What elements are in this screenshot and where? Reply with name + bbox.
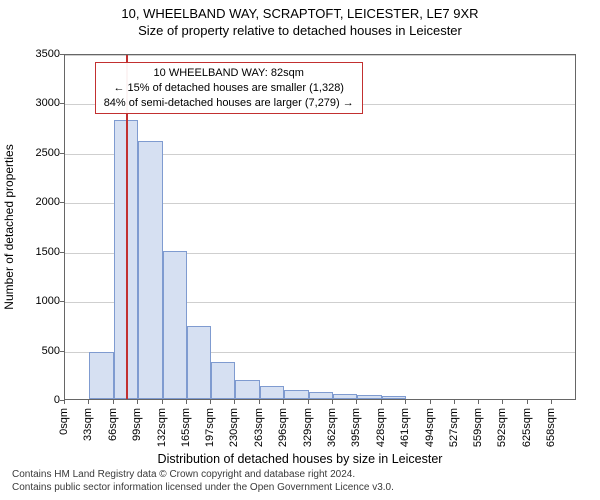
x-tick-label: 263sqm	[253, 408, 265, 447]
histogram-bar	[138, 141, 162, 399]
histogram-bar	[235, 380, 259, 399]
attribution-line-2: Contains public sector information licen…	[12, 481, 394, 494]
histogram-bar	[333, 394, 357, 399]
y-axis-label: Number of detached properties	[2, 144, 16, 309]
x-tick-label: 494sqm	[424, 408, 436, 447]
histogram-bar	[260, 386, 284, 399]
y-tick-label: 1500	[10, 246, 60, 258]
info-line-1: 10 WHEELBAND WAY: 82sqm	[104, 66, 354, 81]
x-tick-label: 33sqm	[82, 408, 94, 441]
x-tick-label: 527sqm	[448, 408, 460, 447]
x-tick-label: 395sqm	[350, 408, 362, 447]
y-tick-label: 500	[10, 345, 60, 357]
y-tick-label: 2500	[10, 147, 60, 159]
x-tick-label: 132sqm	[156, 408, 168, 447]
x-axis-label: Distribution of detached houses by size …	[0, 452, 600, 466]
attribution-line-1: Contains HM Land Registry data © Crown c…	[12, 468, 394, 481]
x-tick-label: 559sqm	[472, 408, 484, 447]
x-tick-label: 362sqm	[326, 408, 338, 447]
chart-container: 10, WHEELBAND WAY, SCRAPTOFT, LEICESTER,…	[0, 0, 600, 500]
attribution: Contains HM Land Registry data © Crown c…	[12, 468, 394, 494]
x-tick-label: 66sqm	[107, 408, 119, 441]
histogram-bar	[187, 326, 211, 399]
x-tick-label: 461sqm	[399, 408, 411, 447]
plot-area: 10 WHEELBAND WAY: 82sqm ← 15% of detache…	[64, 54, 576, 400]
x-tick-label: 0sqm	[58, 408, 70, 435]
info-box: 10 WHEELBAND WAY: 82sqm ← 15% of detache…	[95, 62, 363, 115]
x-tick-label: 165sqm	[180, 408, 192, 447]
x-tick-label: 230sqm	[228, 408, 240, 447]
histogram-bar	[163, 251, 187, 399]
info-line-2: ← 15% of detached houses are smaller (1,…	[104, 81, 354, 96]
x-tick-label: 296sqm	[277, 408, 289, 447]
title-address: 10, WHEELBAND WAY, SCRAPTOFT, LEICESTER,…	[0, 0, 600, 21]
histogram-bar	[211, 362, 235, 399]
y-tick-label: 1000	[10, 295, 60, 307]
histogram-bar	[309, 392, 333, 399]
x-tick-label: 329sqm	[302, 408, 314, 447]
title-subtitle: Size of property relative to detached ho…	[0, 21, 600, 38]
y-tick-label: 3500	[10, 48, 60, 60]
x-tick-label: 197sqm	[204, 408, 216, 447]
histogram-bar	[357, 395, 381, 399]
x-tick-label: 658sqm	[545, 408, 557, 447]
x-tick-label: 592sqm	[496, 408, 508, 447]
y-tick-label: 3000	[10, 97, 60, 109]
histogram-bar	[89, 352, 113, 399]
histogram-bar	[284, 390, 308, 399]
x-tick-label: 625sqm	[521, 408, 533, 447]
y-tick-label: 2000	[10, 196, 60, 208]
x-tick-label: 99sqm	[131, 408, 143, 441]
x-tick-label: 428sqm	[375, 408, 387, 447]
histogram-bar	[382, 396, 406, 399]
y-tick-label: 0	[10, 394, 60, 406]
info-line-3: 84% of semi-detached houses are larger (…	[104, 96, 354, 111]
